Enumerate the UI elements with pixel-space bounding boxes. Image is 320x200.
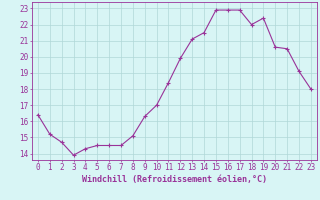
X-axis label: Windchill (Refroidissement éolien,°C): Windchill (Refroidissement éolien,°C) bbox=[82, 175, 267, 184]
